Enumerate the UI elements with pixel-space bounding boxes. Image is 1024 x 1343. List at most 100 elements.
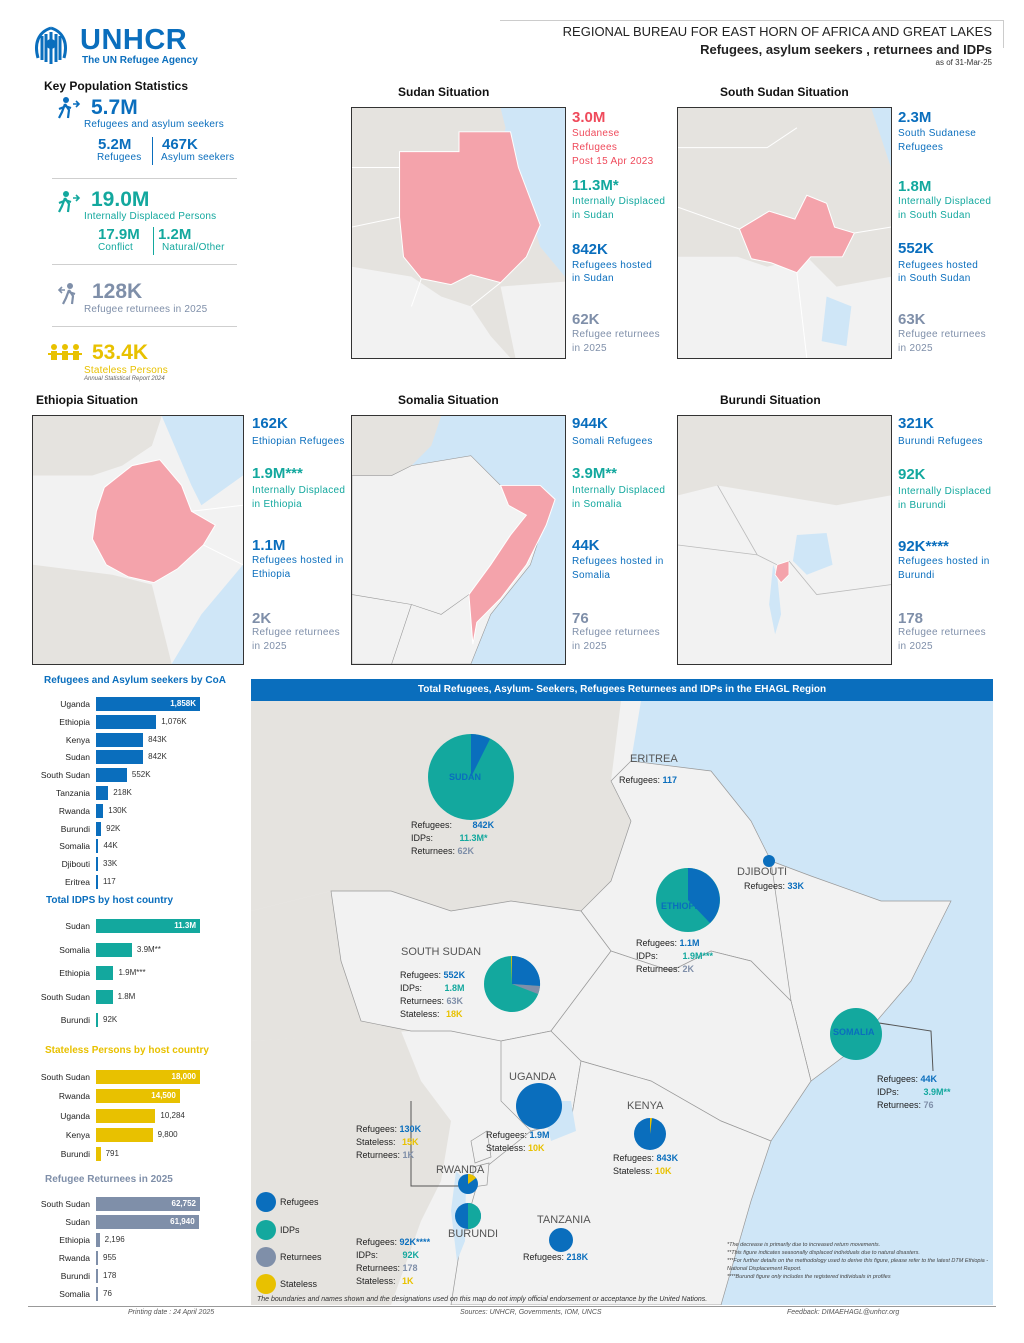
south-sudan-returnees-label-2: in 2025 <box>898 343 933 354</box>
burundi-returnees-label-2: in 2025 <box>898 641 933 652</box>
ann-label: Returnees: <box>411 846 456 856</box>
bar-value-label: 92K <box>103 1015 118 1024</box>
bar-value-label: 130K <box>108 805 127 815</box>
annotation-south-sudan: Refugees: 552K IDPs: 1.8M Returnees: 63K… <box>400 969 465 1021</box>
chart-title-refugees-coa: Refugees and Asylum seekers by CoA <box>44 675 226 686</box>
bar-value-label: 76 <box>103 1289 112 1298</box>
bar-category-label: Ethiopia <box>59 968 90 978</box>
ann-label: Refugees: <box>356 1124 398 1134</box>
annotation-kenya: Refugees: 843K Stateless: 10K <box>613 1152 678 1178</box>
sudan-idps-label: Internally Displaced <box>572 196 666 207</box>
returnee-person-icon <box>57 283 76 305</box>
refugees-asylum-total: 5.7M <box>91 96 138 119</box>
ann-value: 117 <box>662 775 678 785</box>
ethiopia-idps-label-2: in Ethiopia <box>252 499 302 510</box>
somalia-returnees-value: 76 <box>572 610 589 627</box>
bar-category-label: Somalia <box>59 841 90 852</box>
burundi-hosted-label-2: Burundi <box>898 570 935 581</box>
ann-value: 2K <box>682 964 695 974</box>
printing-date: Printing date : 24 April 2025 <box>128 1309 215 1316</box>
bar-value-label: 3.9M** <box>136 944 161 954</box>
annotation-tanzania: Refugees: 218K <box>523 1251 588 1264</box>
footer-rule <box>28 1306 996 1307</box>
sudan-refugees-label-2: Refugees <box>572 142 618 153</box>
burundi-returnees-value: 178 <box>898 610 924 627</box>
bar-category-label: Sudan <box>65 1217 90 1227</box>
bar <box>96 768 127 783</box>
ann-value: 44K <box>920 1074 938 1084</box>
ann-label: Stateless: <box>400 1009 440 1019</box>
ann-value: 1.8M <box>444 983 465 993</box>
footnote-1: *The decrease is primarily due to increa… <box>727 1242 881 1248</box>
bar <box>96 1089 180 1104</box>
legend-stateless-swatch <box>256 1274 276 1294</box>
burundi-idps-value: 92K <box>898 466 926 483</box>
somalia-idps-label: Internally Displaced <box>572 485 666 496</box>
bubble-kenya-stateless-slice <box>650 1117 652 1134</box>
chart-title-stateless: Stateless Persons by host country <box>45 1045 209 1056</box>
stat-divider <box>152 137 153 165</box>
legend-returnees-label: Returnees <box>280 1252 322 1262</box>
bar-value-label: 552K <box>131 770 151 780</box>
idp-person-icon <box>58 191 81 213</box>
ann-value: 11.3M* <box>459 833 488 843</box>
bar <box>96 839 99 854</box>
bar-category-label: Sudan <box>65 921 90 931</box>
bubble-south-sudan-stateless-slice <box>511 955 512 984</box>
ann-value: 1.9M <box>529 1130 550 1140</box>
bar <box>96 1215 199 1229</box>
south-sudan-idps-value: 1.8M <box>898 178 932 195</box>
bar <box>96 732 144 747</box>
south-sudan-situation-map <box>677 107 892 359</box>
somalia-idps-value: 3.9M** <box>572 465 618 482</box>
chart-idps: Sudan 11.3M Somalia 3.9M** Ethiopia 1.9M*** So… <box>30 672 245 1042</box>
south-sudan-refugees-label: South Sudanese <box>898 128 977 139</box>
bar-value-label: 61,940 <box>170 1217 195 1226</box>
bubble-somalia <box>830 1008 882 1060</box>
ann-label: Returnees: <box>356 1263 401 1273</box>
footnote-2: **This figure indicates seasonally displ… <box>727 1250 920 1256</box>
ethiopia-returnees-label-2: in 2025 <box>252 641 287 652</box>
bar-value-label: 843K <box>148 734 167 744</box>
bar-value-label: 955 <box>103 1253 117 1262</box>
idps-total: 19.0M <box>91 188 150 211</box>
bar-category-label: Burundi <box>60 823 90 834</box>
sudan-hosted-label-2: in Sudan <box>572 273 614 284</box>
divider <box>52 326 237 327</box>
ann-value: 62K <box>457 846 475 856</box>
ann-value: 1.9M*** <box>682 951 714 961</box>
ann-label: Refugees: <box>877 1074 919 1084</box>
bar-category-label: Burundi <box>60 1149 90 1160</box>
burundi-refugees-label: Burundi Refugees <box>898 436 983 447</box>
ann-value: 843K <box>656 1153 679 1163</box>
stateless-total: 53.4K <box>92 341 149 364</box>
sudan-idps-label-2: in Sudan <box>572 210 614 221</box>
unhcr-logo: UNHCR The UN Refugee Agency <box>28 24 208 68</box>
bar-value-label: 9,800 <box>157 1129 178 1139</box>
sudan-returnees-value: 62K <box>572 311 600 328</box>
bubble-burundi-idp-slice <box>468 1203 481 1229</box>
ann-value: 842K <box>472 820 495 830</box>
bar <box>96 1127 153 1142</box>
bar-category-label: Djibouti <box>61 859 90 870</box>
bar-value-label: 218K <box>113 788 132 797</box>
as-of-date: as of 31-Mar-25 <box>935 58 992 67</box>
bar <box>96 966 114 980</box>
ann-label: Refugees: <box>744 881 786 891</box>
ann-value: 1.1M <box>679 938 700 948</box>
bubble-south-sudan <box>484 955 541 1012</box>
conflict-label: Conflict <box>98 242 133 253</box>
bar <box>96 1269 98 1283</box>
somalia-situation-title: Somalia Situation <box>398 393 499 407</box>
bar-value-label: 842K <box>148 752 167 762</box>
bar-value-label: 2,196 <box>104 1235 125 1244</box>
natural-label: Natural/Other <box>162 242 225 253</box>
bar-value-label: 117 <box>103 877 116 886</box>
refugee-person-icon <box>58 97 81 119</box>
stateless-group-icon <box>48 344 82 360</box>
ann-value: 1K <box>402 1276 414 1286</box>
bar-value-label: 1.9M*** <box>118 968 146 977</box>
sudan-refugees-value: 3.0M <box>572 109 606 126</box>
ann-value: 92K**** <box>399 1237 431 1247</box>
bar-category-label: South Sudan <box>40 770 90 781</box>
